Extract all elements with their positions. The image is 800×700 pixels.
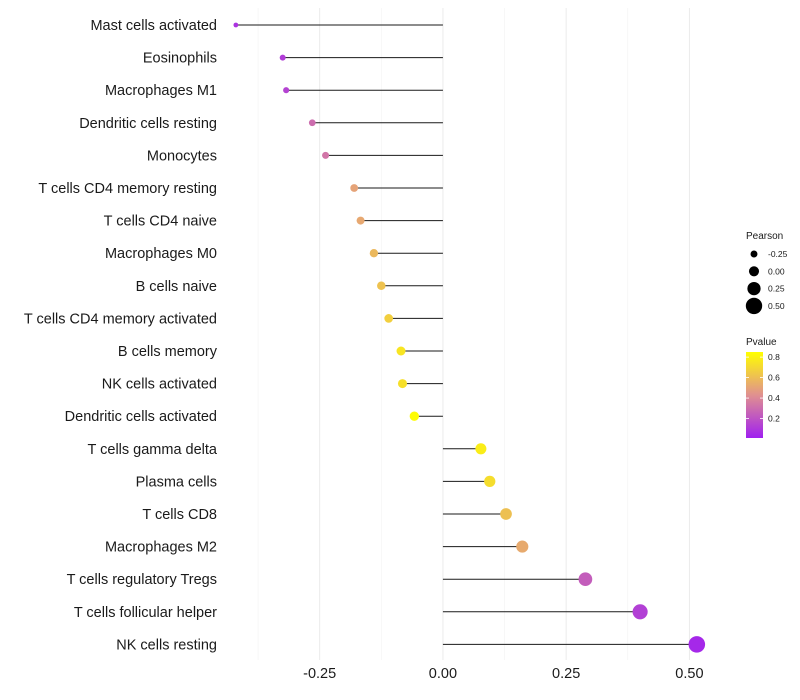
data-point: [356, 216, 365, 225]
data-point: [279, 54, 286, 61]
data-point: [350, 184, 359, 192]
category-label: T cells CD4 memory activated: [24, 311, 217, 327]
pvalue-legend-label: 0.4: [768, 393, 780, 403]
category-label: T cells CD8: [142, 507, 217, 523]
data-point: [409, 411, 419, 421]
pvalue-legend-label: 0.8: [768, 352, 780, 362]
data-point: [484, 475, 496, 488]
category-labels: Mast cells activated Eosinophils Macrophag…: [24, 18, 218, 653]
category-label: Macrophages M1: [105, 83, 217, 99]
x-tick-label: 0.25: [552, 666, 580, 682]
category-label: Dendritic cells activated: [65, 409, 217, 425]
pearson-legend-key: [747, 281, 761, 296]
data-point: [578, 572, 593, 587]
pearson-legend-label: 0.50: [768, 301, 785, 311]
pvalue-legend-title: Pvalue: [746, 337, 777, 348]
data-point: [377, 281, 386, 291]
grid-lines: [257, 8, 690, 660]
data-point: [233, 22, 239, 28]
category-label: Mast cells activated: [90, 18, 217, 34]
category-label: Macrophages M2: [105, 540, 217, 556]
pearson-legend-label: 0.25: [768, 284, 785, 294]
pearson-legend-key: [750, 250, 758, 258]
category-label: Macrophages M0: [105, 246, 217, 262]
category-label: T cells regulatory Tregs: [67, 572, 217, 588]
data-point: [397, 379, 408, 389]
data-point: [308, 119, 316, 127]
data-point: [369, 249, 379, 258]
pearson-size-legend: Pearson -0.25 0.00 0.25 0.50: [745, 231, 788, 315]
pearson-legend-title: Pearson: [746, 231, 783, 242]
pearson-legend-label: 0.00: [768, 266, 785, 276]
data-point: [396, 346, 406, 356]
data-point: [500, 508, 512, 520]
category-label: T cells CD4 naive: [104, 214, 217, 230]
pvalue-color-legend: Pvalue 0.8 0.6 0.4 0.2: [746, 337, 780, 438]
category-label: T cells CD4 memory resting: [38, 181, 217, 197]
data-point: [516, 540, 529, 553]
category-label: T cells gamma delta: [88, 442, 218, 458]
category-label: B cells naive: [136, 279, 217, 295]
data-point: [475, 443, 487, 455]
data-point: [283, 87, 290, 94]
lollipop-stems: [235, 24, 697, 645]
x-tick-label: -0.25: [303, 666, 336, 682]
category-label: Eosinophils: [143, 51, 217, 67]
data-point: [384, 314, 394, 323]
category-label: Dendritic cells resting: [79, 116, 217, 132]
pvalue-colorbar: [746, 352, 763, 438]
pvalue-legend-label: 0.6: [768, 373, 780, 383]
category-label: B cells memory: [118, 344, 218, 360]
x-tick-label: 0.50: [675, 666, 703, 682]
data-point: [322, 151, 330, 159]
pearson-legend-key: [748, 266, 760, 277]
pearson-legend-label: -0.25: [768, 249, 788, 259]
x-tick-label: 0.00: [429, 666, 457, 682]
pvalue-legend-label: 0.2: [768, 414, 780, 424]
data-point: [688, 636, 706, 653]
category-label: NK cells activated: [102, 377, 217, 393]
category-label: Plasma cells: [136, 474, 217, 490]
x-axis-tick-labels: -0.25 0.00 0.25 0.50: [303, 666, 703, 682]
category-label: T cells follicular helper: [74, 605, 217, 621]
lollipop-points: [233, 22, 706, 653]
category-label: Monocytes: [147, 148, 217, 164]
category-label: NK cells resting: [116, 637, 217, 653]
data-point: [632, 604, 648, 620]
pearson-legend-key: [745, 297, 763, 315]
